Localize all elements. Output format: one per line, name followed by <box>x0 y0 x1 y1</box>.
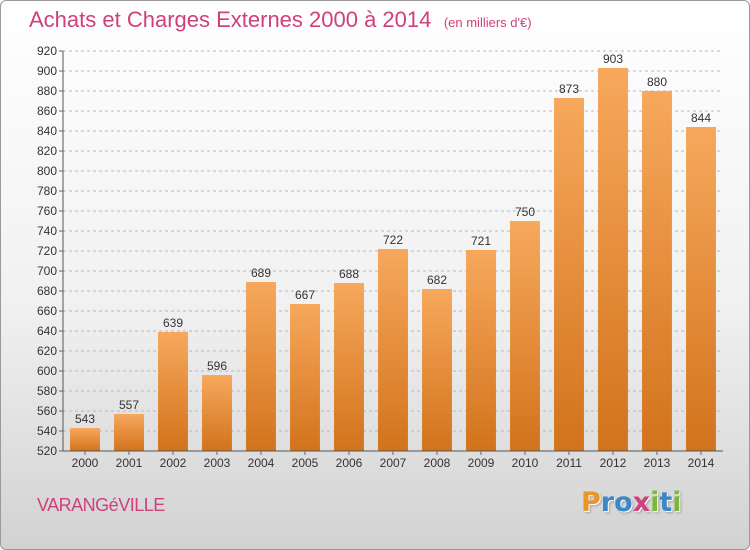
logo-letter: P <box>581 487 601 518</box>
bar-value-label: 903 <box>603 52 623 66</box>
y-tick-label: 820 <box>37 144 57 158</box>
x-tick-label: 2012 <box>600 456 627 470</box>
logo-letter: i <box>672 487 682 518</box>
x-tick-label: 2005 <box>292 456 319 470</box>
y-tick-label: 920 <box>37 44 57 58</box>
bar-value-label: 557 <box>119 398 139 412</box>
y-tick-label: 700 <box>37 264 57 278</box>
bar-value-label: 689 <box>251 266 271 280</box>
x-tick-label: 2003 <box>204 456 231 470</box>
y-tick-label: 760 <box>37 204 57 218</box>
x-tick-label: 2013 <box>644 456 671 470</box>
bar-2001 <box>114 414 144 451</box>
y-tick-label: 720 <box>37 244 57 258</box>
x-tick-label: 2002 <box>160 456 187 470</box>
bar-value-label: 722 <box>383 233 403 247</box>
x-tick-label: 2001 <box>116 456 143 470</box>
y-tick-label: 540 <box>37 424 57 438</box>
bar-value-label: 682 <box>427 273 447 287</box>
bars: 543 557 639 596 689 667 688 722 682 721 750 873 903 8… <box>70 52 716 451</box>
x-tick-label: 2000 <box>72 456 99 470</box>
bar-2006 <box>334 283 364 451</box>
x-tick-label: 2010 <box>512 456 539 470</box>
bar-value-label: 721 <box>471 234 491 248</box>
bar-2000 <box>70 428 100 451</box>
commune-name: VARANGéVILLE <box>37 495 165 515</box>
y-tick-label: 880 <box>37 84 57 98</box>
axes: 520 540 560 580 600 620 640 660 680 700 720 740 760 7… <box>37 44 723 470</box>
y-tick-label: 800 <box>37 164 57 178</box>
bar-2005 <box>290 304 320 451</box>
bar-2008 <box>422 289 452 451</box>
y-tick-label: 740 <box>37 224 57 238</box>
x-tick-label: 2004 <box>248 456 275 470</box>
bar-2004 <box>246 282 276 451</box>
bar-2011 <box>554 98 584 451</box>
logo-letter: x <box>632 487 651 518</box>
bar-2003 <box>202 375 232 451</box>
logo-letter: i <box>650 487 660 518</box>
bar-value-label: 873 <box>559 82 579 96</box>
y-tick-label: 640 <box>37 324 57 338</box>
x-tick-label: 2014 <box>688 456 715 470</box>
x-tick-label: 2009 <box>468 456 495 470</box>
bar-value-label: 596 <box>207 359 227 373</box>
y-tick-label: 660 <box>37 304 57 318</box>
proxiti-logo: Proxiti <box>581 487 682 518</box>
bar-value-label: 880 <box>647 75 667 89</box>
bar-2002 <box>158 332 188 451</box>
y-tick-label: 580 <box>37 384 57 398</box>
y-tick-label: 620 <box>37 344 57 358</box>
y-tick-label: 900 <box>37 64 57 78</box>
x-tick-label: 2007 <box>380 456 407 470</box>
y-tick-label: 680 <box>37 284 57 298</box>
bar-2013 <box>642 91 672 451</box>
bar-value-label: 750 <box>515 205 535 219</box>
bar-2012 <box>598 68 628 451</box>
bar-value-label: 639 <box>163 316 183 330</box>
bar-2009 <box>466 250 496 451</box>
bar-value-label: 543 <box>75 412 95 426</box>
bar-2014 <box>686 127 716 451</box>
bar-value-label: 688 <box>339 267 359 281</box>
logo-letter: r <box>600 487 615 518</box>
y-tick-label: 840 <box>37 124 57 138</box>
bar-value-label: 844 <box>691 111 711 125</box>
x-tick-label: 2006 <box>336 456 363 470</box>
logo-letter: t <box>659 487 673 518</box>
bar-value-label: 667 <box>295 288 315 302</box>
title-row: Achats et Charges Externes 2000 à 2014 (… <box>29 7 532 33</box>
x-tick-label: 2011 <box>556 456 582 470</box>
chart-title: Achats et Charges Externes 2000 à 2014 <box>29 7 432 32</box>
x-tick-label: 2008 <box>424 456 451 470</box>
bar-2007 <box>378 249 408 451</box>
bar-2010 <box>510 221 540 451</box>
y-tick-label: 780 <box>37 184 57 198</box>
y-tick-label: 560 <box>37 404 57 418</box>
y-tick-label: 520 <box>37 444 57 458</box>
chart-subtitle: (en milliers d'€) <box>443 15 532 30</box>
y-tick-label: 600 <box>37 364 57 378</box>
y-tick-label: 860 <box>37 104 57 118</box>
logo-letter: o <box>614 487 633 518</box>
